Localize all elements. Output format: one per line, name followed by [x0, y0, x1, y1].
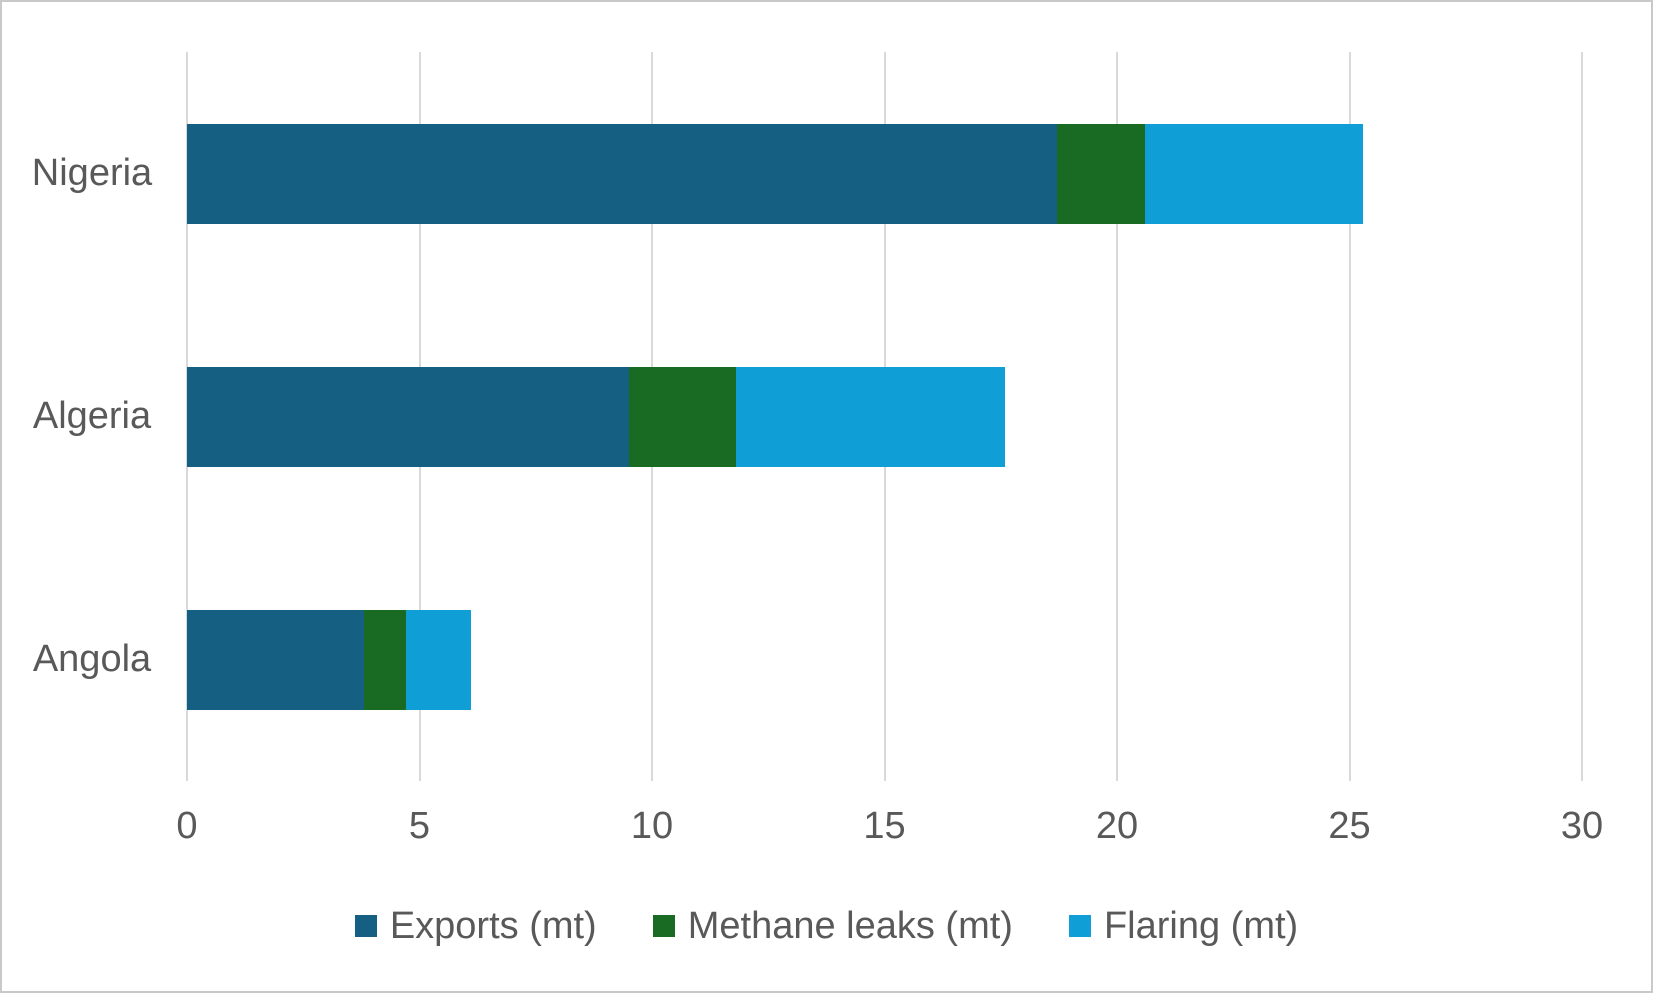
legend-label: Flaring (mt) [1103, 904, 1299, 947]
bar-row-algeria [187, 366, 1006, 467]
bar-segment-nigeria-series-2 [1144, 123, 1364, 224]
x-tick-label-20: 20 [1095, 805, 1139, 847]
bar-segment-nigeria-series-1 [1056, 123, 1145, 224]
x-tick-label-10: 10 [630, 805, 674, 847]
legend-swatch-icon [652, 915, 675, 937]
legend-item-0: Exports (mt) [354, 904, 597, 948]
x-tick-label-15: 15 [863, 805, 906, 847]
x-tick-label-30: 30 [1560, 805, 1604, 847]
legend-label: Exports (mt) [389, 904, 597, 947]
gridline-25 [1348, 52, 1351, 781]
bar-row-angola [187, 609, 471, 710]
gridline-20 [1116, 52, 1118, 781]
x-tick-label-0: 0 [176, 805, 198, 847]
bar-segment-angola-series-2 [405, 609, 471, 710]
bar-segment-algeria-series-2 [735, 366, 1006, 467]
category-label-nigeria: Nigeria [31, 152, 153, 194]
legend-item-1: Methane leaks (mt) [652, 904, 1013, 948]
plot-area [186, 52, 1583, 781]
legend-label: Methane leaks (mt) [687, 904, 1013, 947]
bar-row-nigeria [187, 123, 1364, 224]
category-label-angola: Angola [32, 638, 152, 680]
category-label-algeria: Algeria [32, 395, 152, 437]
bar-segment-algeria-series-0 [187, 366, 629, 467]
bar-segment-algeria-series-1 [628, 366, 736, 467]
legend-swatch-icon [1068, 915, 1091, 937]
x-tick-label-25: 25 [1328, 805, 1371, 847]
legend-swatch-icon [354, 915, 377, 937]
gridline-30 [1581, 52, 1583, 781]
legend-item-2: Flaring (mt) [1068, 904, 1299, 948]
bar-segment-nigeria-series-0 [187, 123, 1057, 224]
legend: Exports (mt) Methane leaks (mt) Flaring (m… [2, 895, 1651, 957]
x-tick-label-5: 5 [408, 805, 431, 847]
bar-segment-angola-series-1 [363, 609, 406, 710]
bar-segment-angola-series-0 [187, 609, 364, 710]
